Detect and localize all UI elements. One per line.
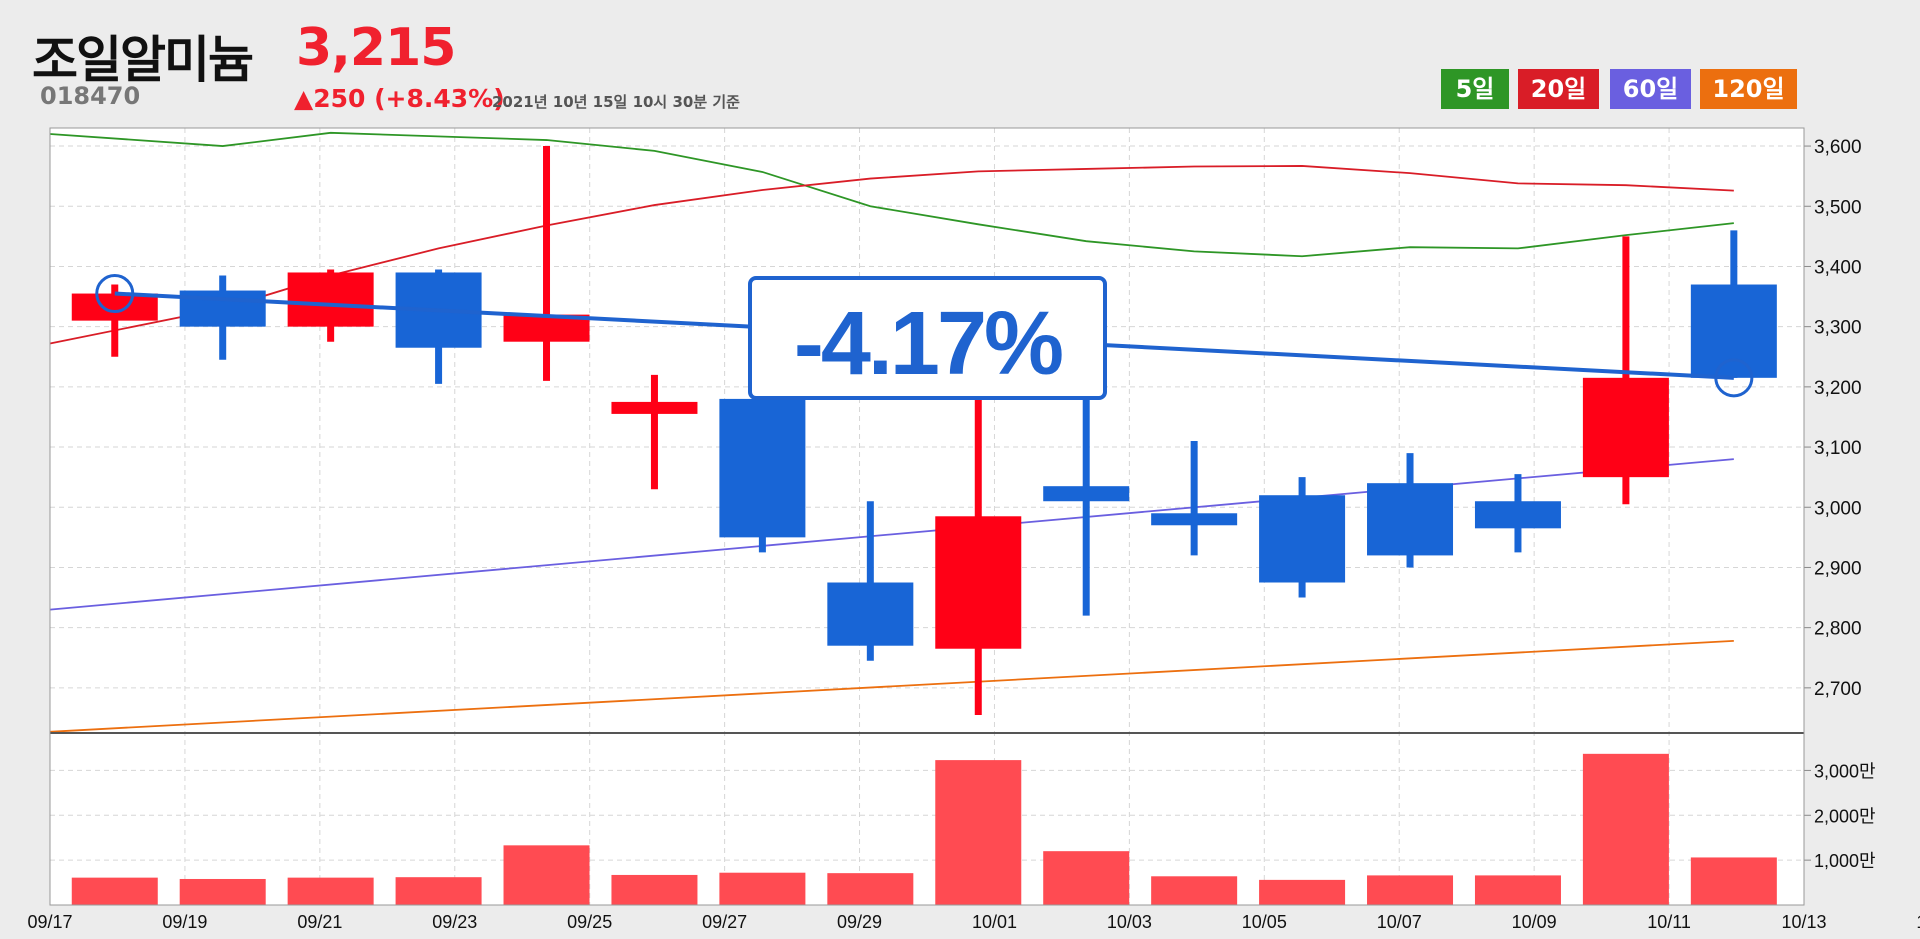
x-tick-label: 10/09 (1512, 912, 1557, 932)
y-tick-label: 2,900 (1814, 558, 1862, 579)
volume-bar (1690, 857, 1777, 905)
x-tick-label: 10/11 (1647, 912, 1691, 932)
x-tick-label: 10/13 (1781, 912, 1826, 932)
current-price: 3,215 (296, 18, 456, 78)
volume-tick-label: 1,000만 (1814, 851, 1876, 871)
volume-bar (1151, 876, 1238, 905)
ma-60-button[interactable]: 60일 (1610, 69, 1691, 109)
x-tick-label: 09/19 (162, 912, 207, 932)
volume-bar (1582, 753, 1669, 905)
y-tick-label: 3,500 (1814, 197, 1862, 218)
candle-body (71, 293, 158, 321)
x-tick-label: 10/03 (1107, 912, 1152, 932)
ma-20-button[interactable]: 20일 (1518, 69, 1599, 109)
y-tick-label: 3,100 (1814, 438, 1862, 459)
y-tick-label: 3,200 (1814, 378, 1862, 399)
volume-bar (1474, 875, 1561, 905)
volume-bar (395, 877, 482, 905)
x-tick-label: 10/15 (1916, 912, 1920, 932)
volume-bar (827, 873, 914, 905)
candle-body (1474, 501, 1561, 529)
volume-bar (1367, 875, 1454, 905)
ma-120-button[interactable]: 120일 (1700, 69, 1797, 109)
candle-body (827, 582, 914, 646)
volume-bar (935, 760, 1022, 905)
y-tick-label: 3,300 (1814, 318, 1862, 339)
volume-bar (287, 877, 374, 905)
x-tick-label: 09/17 (27, 912, 72, 932)
volume-bar (1259, 879, 1346, 905)
candle-body (935, 516, 1022, 649)
x-tick-label: 09/23 (432, 912, 477, 932)
volume-tick-label: 3,000만 (1814, 761, 1876, 781)
volume-bar (503, 845, 590, 905)
x-tick-label: 09/27 (702, 912, 747, 932)
candle-body (1690, 284, 1777, 378)
percent-change-label: -4.17% (794, 294, 1062, 394)
stock-code: 018470 (40, 82, 141, 110)
x-tick-label: 10/01 (972, 912, 1017, 932)
price-change: ▲250 (+8.43%) (294, 84, 505, 113)
stock-name: 조일알미늄 (32, 31, 254, 89)
plot-frame (49, 127, 1805, 906)
ma-5-button[interactable]: 5일 (1441, 69, 1509, 109)
percent-change-box (748, 276, 1107, 400)
volume-tick-label: 2,000만 (1814, 806, 1876, 826)
volume-bar (71, 877, 158, 905)
x-tick-label: 09/29 (837, 912, 882, 932)
x-tick-label: 10/05 (1242, 912, 1287, 932)
x-tick-label: 10/07 (1377, 912, 1422, 932)
as-of-timestamp: 2021년 10년 15일 10시 30분 기준 (492, 93, 740, 111)
ma-line (49, 639, 1734, 733)
trend-start-marker (95, 274, 135, 314)
y-tick-label: 3,000 (1814, 498, 1862, 519)
y-tick-label: 3,400 (1814, 257, 1862, 278)
candle-body (1582, 377, 1669, 478)
x-tick-label: 09/25 (567, 912, 612, 932)
candle-body (1151, 513, 1238, 526)
volume-bar (179, 878, 266, 905)
trend-end-marker (1714, 358, 1754, 398)
volume-bar (611, 874, 698, 905)
ma-line (49, 165, 1734, 345)
candle-body (1259, 495, 1346, 583)
candle-body (1043, 486, 1130, 502)
y-tick-label: 2,800 (1814, 619, 1862, 640)
candle-body (719, 398, 806, 538)
volume-bar (719, 872, 806, 905)
y-tick-label: 2,700 (1814, 679, 1862, 700)
candle-body (287, 272, 374, 327)
volume-bar (1043, 851, 1130, 905)
candle-body (611, 401, 698, 414)
candle-body (1367, 483, 1454, 556)
x-tick-label: 09/21 (297, 912, 342, 932)
ma-line (49, 458, 1734, 611)
y-tick-label: 3,600 (1814, 137, 1862, 158)
ma-line (49, 131, 1734, 258)
